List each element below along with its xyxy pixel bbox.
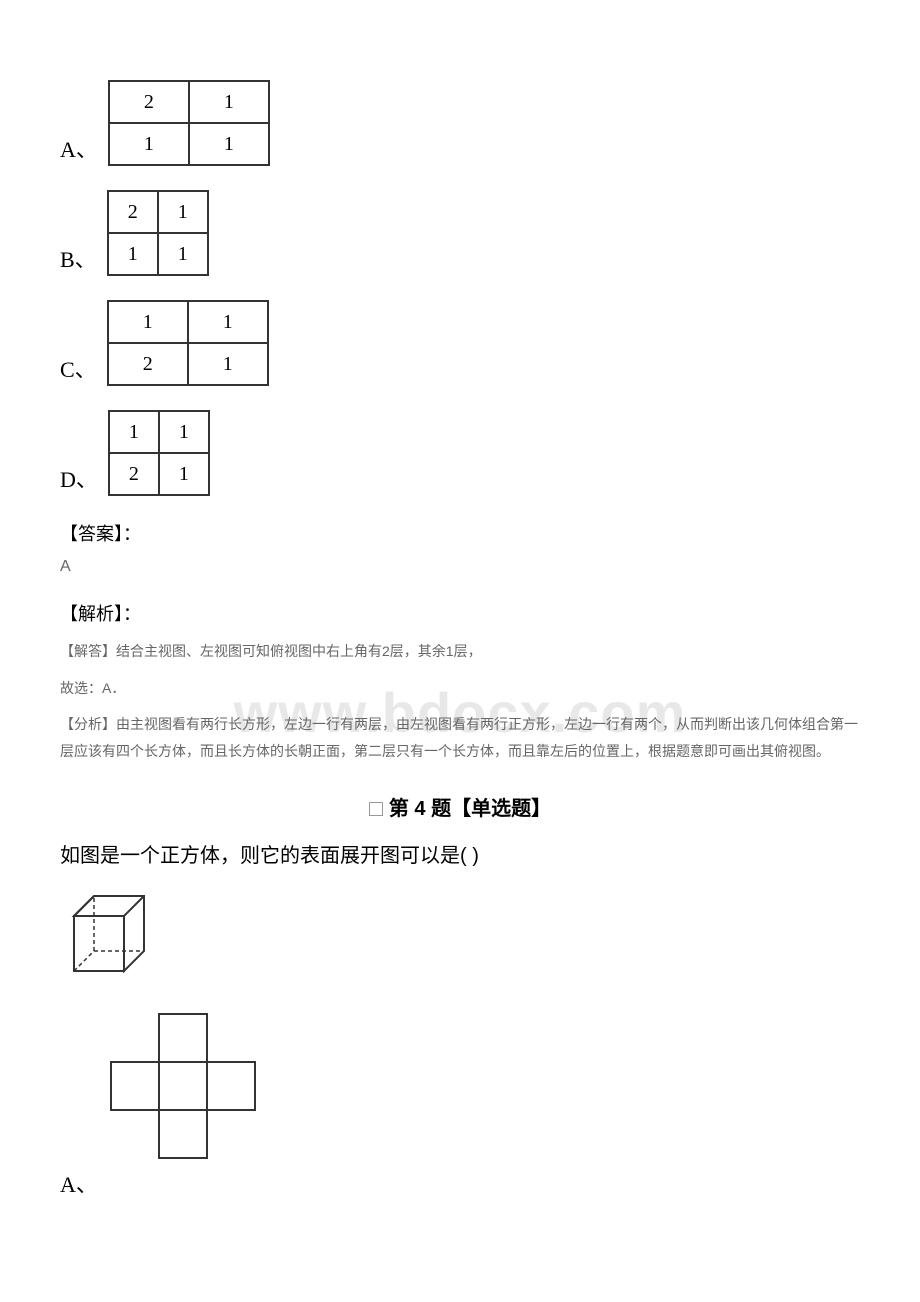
option-b-grid: 2 1 1 1 <box>107 190 209 276</box>
option-a-grid: 2 1 1 1 <box>108 80 270 166</box>
grid-cell: 1 <box>159 411 209 453</box>
option-a-label: A、 <box>60 132 98 166</box>
question-4-header: 第 4 题【单选题】 <box>60 792 860 821</box>
grid-cell: 1 <box>108 233 158 275</box>
unfold-cell <box>159 1014 207 1062</box>
grid-cell: 2 <box>108 343 188 385</box>
unfold-figure-a <box>110 1013 860 1159</box>
option-c-grid: 1 1 2 1 <box>107 300 269 386</box>
q4-option-a-label: A、 <box>60 1167 98 1201</box>
analysis-line: 【分析】由主视图看有两行长方形，左边一行有两层，由左视图看有两行正方形，左边一行… <box>60 711 860 764</box>
grid-cell: 2 <box>109 81 189 123</box>
grid-cell: 1 <box>109 411 159 453</box>
grid-cell: 1 <box>109 123 189 165</box>
option-b-label: B、 <box>60 242 97 276</box>
grid-cell: 1 <box>189 123 269 165</box>
page-content: A、 2 1 1 1 B、 2 1 1 1 C、 <box>60 80 860 1201</box>
option-c-label: C、 <box>60 352 97 386</box>
unfold-cell <box>159 1062 207 1110</box>
option-d-label: D、 <box>60 462 98 496</box>
cube-figure <box>64 886 860 991</box>
q4-option-a-row: A、 <box>60 1167 860 1201</box>
grid-cell: 2 <box>109 453 159 495</box>
option-c-row: C、 1 1 2 1 <box>60 300 860 386</box>
unfold-cell <box>111 1062 159 1110</box>
option-a-row: A、 2 1 1 1 <box>60 80 860 166</box>
analysis-line: 故选：A． <box>60 675 860 702</box>
unfold-cell <box>207 1062 255 1110</box>
analysis-heading: 【解析】： <box>60 600 860 626</box>
grid-cell: 2 <box>108 191 158 233</box>
option-d-row: D、 1 1 2 1 <box>60 410 860 496</box>
grid-cell: 1 <box>189 81 269 123</box>
grid-cell: 1 <box>158 233 208 275</box>
grid-cell: 1 <box>159 453 209 495</box>
option-b-row: B、 2 1 1 1 <box>60 190 860 276</box>
cube-icon <box>64 886 164 986</box>
question-4-stem: 如图是一个正方体，则它的表面展开图可以是( ) <box>60 839 860 868</box>
grid-cell: 1 <box>188 301 268 343</box>
grid-cell: 1 <box>108 301 188 343</box>
analysis-line: 【解答】结合主视图、左视图可知俯视图中右上角有2层，其余1层， <box>60 638 860 665</box>
unfold-cell <box>159 1110 207 1158</box>
grid-cell: 1 <box>188 343 268 385</box>
answer-value: A <box>60 558 860 576</box>
question-4-header-text: 第 4 题【单选题】 <box>389 798 551 820</box>
square-bullet-icon <box>369 802 383 816</box>
answer-heading: 【答案】： <box>60 520 860 546</box>
unfold-grid <box>110 1013 256 1159</box>
option-d-grid: 1 1 2 1 <box>108 410 210 496</box>
grid-cell: 1 <box>158 191 208 233</box>
